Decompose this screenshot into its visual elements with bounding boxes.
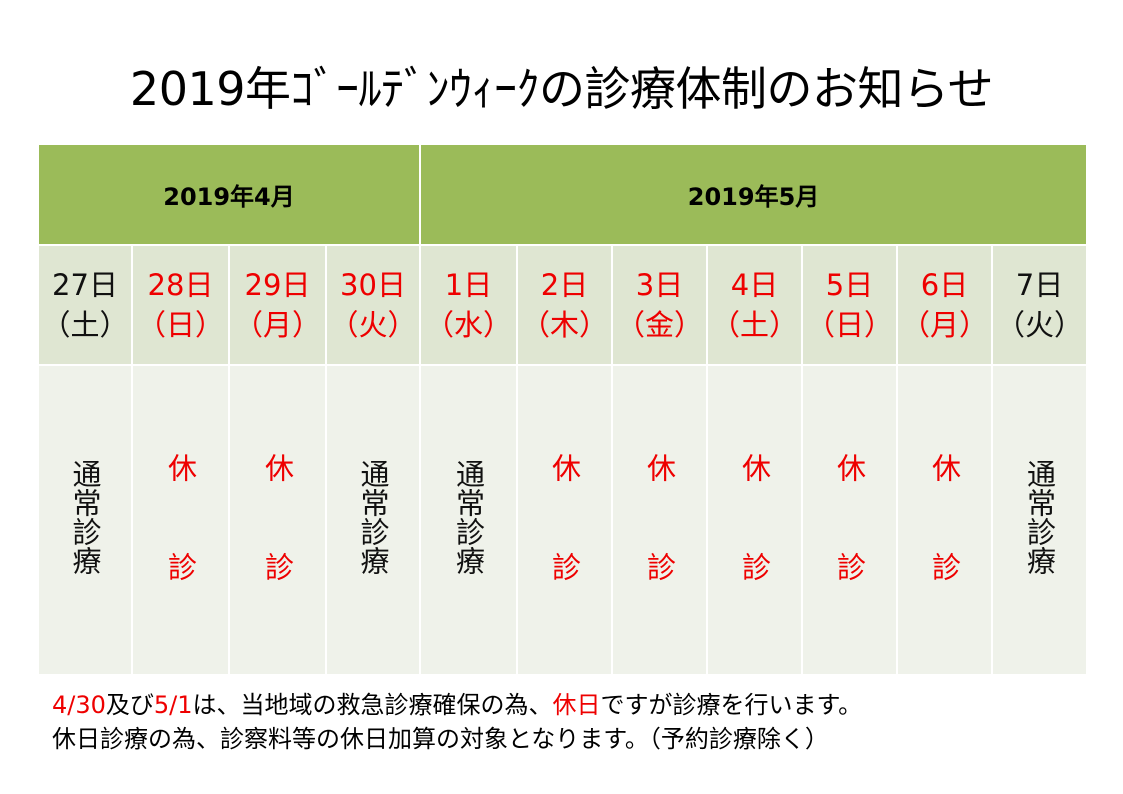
status-text: 通常診療 — [68, 458, 102, 575]
status-text: 休診 — [260, 452, 295, 651]
day-weekday: （月） — [233, 308, 321, 342]
note-middle: は、当地域の救急診療確保の為、 — [192, 691, 553, 719]
status-open-cell: 通常診療 — [37, 364, 133, 676]
status-closed-cell: 休診 — [896, 364, 993, 676]
status-closed-cell: 休診 — [801, 364, 898, 676]
status-closed-cell: 休診 — [228, 364, 327, 676]
day-weekday: （木） — [520, 308, 608, 342]
status-text: 休診 — [642, 452, 677, 651]
day-weekday: （水） — [424, 308, 512, 342]
month-header-row: 2019年4月 2019年5月 — [37, 143, 1089, 246]
status-open-cell: 通常診療 — [419, 364, 518, 676]
month-header-april: 2019年4月 — [37, 143, 421, 246]
note-line-2: 休日診療の為、診察料等の休日加算の対象となります。（予約診療除く） — [52, 725, 829, 753]
notes: 4/30及び5/1は、当地域の救急診療確保の為、休日ですが診療を行います。 休日… — [52, 688, 1092, 756]
day-date: 28日 — [147, 268, 214, 302]
day-date: 7日 — [1015, 268, 1064, 302]
day-weekday: （火） — [996, 308, 1084, 342]
day-header-cell: 28日 （日） — [131, 244, 230, 366]
day-header-cell: 1日 （水） — [419, 244, 518, 366]
day-header-cell: 3日 （金） — [611, 244, 708, 366]
schedule-table: 2019年4月 2019年5月 27日 （土） 28日 （日） 29日 （月） 30日 （火）… — [37, 143, 1089, 676]
status-closed-cell: 休診 — [706, 364, 803, 676]
day-header-cell: 2日 （木） — [516, 244, 613, 366]
note-line-1: 4/30及び5/1は、当地域の救急診療確保の為、休日ですが診療を行います。 — [52, 688, 1092, 722]
day-header-cell: 7日 （火） — [990, 244, 1089, 366]
day-weekday: （日） — [805, 308, 893, 342]
day-header-cell: 30日 （火） — [325, 244, 421, 366]
status-text: 通常診療 — [1022, 458, 1057, 575]
day-weekday: （土） — [710, 308, 798, 342]
day-date: 6日 — [920, 268, 969, 302]
day-date: 2日 — [540, 268, 589, 302]
day-header-cell: 27日 （土） — [37, 244, 133, 366]
day-weekday: （金） — [615, 308, 703, 342]
day-date: 5日 — [825, 268, 874, 302]
status-closed-cell: 休診 — [611, 364, 708, 676]
day-weekday: （土） — [41, 308, 129, 342]
day-weekday: （日） — [136, 308, 224, 342]
status-text: 休診 — [163, 452, 198, 651]
day-weekday: （火） — [329, 308, 417, 342]
status-closed-cell: 休診 — [516, 364, 613, 676]
day-date: 1日 — [444, 268, 493, 302]
day-date: 4日 — [730, 268, 779, 302]
day-header-row: 27日 （土） 28日 （日） 29日 （月） 30日 （火） 1日 （水） 2日 （木） 3日 （金） 4… — [37, 244, 1089, 366]
day-header-cell: 4日 （土） — [706, 244, 803, 366]
note-holiday: 休日 — [552, 691, 601, 719]
day-header-cell: 5日 （日） — [801, 244, 898, 366]
status-text: 休診 — [832, 452, 867, 651]
note-and: 及び — [105, 691, 154, 719]
status-open-cell: 通常診療 — [325, 364, 421, 676]
day-date: 30日 — [340, 268, 406, 302]
status-text: 休診 — [737, 452, 772, 651]
status-text: 通常診療 — [451, 458, 486, 575]
day-weekday: （月） — [900, 308, 988, 342]
status-open-cell: 通常診療 — [990, 364, 1089, 676]
day-header-cell: 6日 （月） — [896, 244, 993, 366]
status-row: 通常診療 休診 休診 通常診療 通常診療 休診 休診 休診 休診 休診 通常診療 — [37, 364, 1089, 676]
day-header-cell: 29日 （月） — [228, 244, 327, 366]
day-date: 27日 — [52, 268, 118, 302]
page-title: 2019年ｺﾞｰﾙﾃﾞﾝｳｨｰｸの診療体制のお知らせ — [129, 62, 994, 116]
day-date: 3日 — [635, 268, 684, 302]
status-text: 休診 — [547, 452, 582, 651]
status-text: 通常診療 — [356, 458, 390, 575]
day-date: 29日 — [244, 268, 311, 302]
status-text: 休診 — [927, 452, 962, 651]
note-date-may1: 5/1 — [153, 691, 193, 719]
month-header-may: 2019年5月 — [418, 143, 1089, 246]
note-end: ですが診療を行います。 — [600, 691, 863, 719]
note-date-apr30: 4/30 — [52, 691, 106, 719]
status-closed-cell: 休診 — [131, 364, 230, 676]
